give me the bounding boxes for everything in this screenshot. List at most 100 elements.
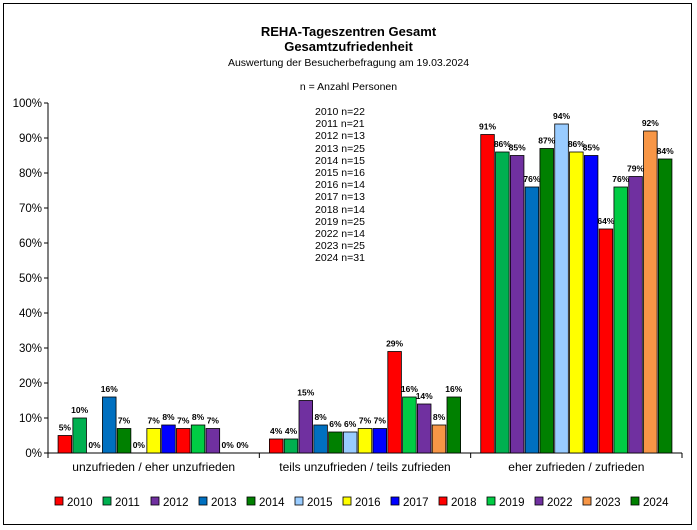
bar	[480, 134, 495, 454]
n-list-item: 2015 n=16	[315, 167, 365, 180]
bar	[357, 428, 373, 454]
y-tick-label: 20%	[19, 378, 42, 390]
bar	[328, 431, 343, 454]
data-label: 7%	[177, 416, 190, 426]
bar	[268, 438, 284, 454]
data-label: 4%	[285, 426, 298, 436]
n-list-item: 2011 n=21	[315, 118, 365, 131]
data-label: 7%	[359, 416, 372, 426]
bar	[283, 438, 299, 454]
n-list-item: 2023 n=25	[315, 240, 365, 253]
data-label: 87%	[538, 136, 555, 146]
legend-label: 2013	[211, 497, 237, 509]
data-label: 16%	[445, 384, 462, 394]
data-label: 64%	[597, 216, 614, 226]
n-list-item: 2012 n=13	[315, 130, 365, 143]
bar	[554, 123, 569, 454]
data-label: 8%	[192, 412, 205, 422]
bar	[524, 186, 540, 454]
data-label: 10%	[71, 405, 88, 415]
bar	[146, 428, 161, 454]
bar	[628, 176, 643, 454]
bar	[72, 417, 87, 454]
data-label: 85%	[509, 143, 526, 153]
y-tick-label: 90%	[19, 133, 42, 145]
data-label: 7%	[118, 416, 131, 426]
legend-label: 2010	[67, 497, 93, 509]
chart-note: Auswertung der Besucherbefragung am 19.0…	[227, 57, 470, 69]
n-list-item: 2019 n=25	[315, 215, 365, 228]
data-label: 16%	[401, 384, 418, 394]
data-label: 0%	[236, 440, 249, 450]
bar	[509, 155, 525, 454]
legend-label: 2024	[643, 497, 669, 509]
bar	[190, 424, 206, 454]
legend-label: 2015	[307, 497, 333, 509]
data-label: 5%	[59, 423, 72, 433]
data-label: 8%	[314, 412, 327, 422]
bar	[431, 424, 447, 454]
bar	[539, 148, 554, 454]
y-tick-label: 60%	[19, 238, 42, 250]
data-label: 8%	[433, 412, 446, 422]
y-tick-label: 50%	[19, 273, 42, 285]
bar	[416, 403, 432, 454]
legend-swatch	[246, 496, 256, 506]
legend-swatch	[342, 496, 352, 506]
data-label: 86%	[568, 139, 585, 149]
n-list-item: 2018 n=14	[315, 203, 365, 216]
legend-swatch	[630, 496, 640, 506]
legend-label: 2016	[355, 497, 381, 509]
bar	[598, 228, 614, 454]
n-list-item: 2024 n=31	[315, 252, 365, 265]
n-list: 2010 n=22 2011 n=21 2012 n=13 2013 n=25 2014…	[290, 106, 390, 265]
data-label: 29%	[386, 339, 403, 349]
legend-swatch	[390, 496, 400, 506]
data-label: 91%	[479, 122, 496, 132]
legend-swatch	[54, 496, 64, 506]
bar	[205, 428, 221, 454]
bar	[116, 428, 132, 454]
data-label: 7%	[207, 416, 220, 426]
legend-label: 2023	[595, 497, 621, 509]
bar	[495, 151, 510, 454]
legend-label: 2018	[451, 497, 477, 509]
data-label: 94%	[553, 111, 570, 121]
n-list-item: 2010 n=22	[315, 106, 365, 118]
n-list-item: 2013 n=25	[315, 142, 365, 155]
bar	[102, 396, 117, 454]
legend-swatch	[534, 496, 544, 506]
n-list-item: 2014 n=15	[315, 154, 365, 167]
data-label: 0%	[133, 440, 146, 450]
bar	[387, 351, 402, 454]
data-label: 79%	[627, 164, 644, 174]
data-label: 8%	[162, 412, 175, 422]
bar	[342, 431, 358, 454]
bar	[583, 155, 599, 454]
chart-title: REHA-Tageszentren Gesamt	[260, 24, 437, 39]
legend-label: 2011	[115, 497, 140, 509]
legend-label: 2017	[403, 497, 429, 509]
category-label: teils unzufrieden / teils zufrieden	[279, 460, 450, 474]
bar	[402, 396, 417, 454]
legend-label: 2022	[547, 497, 573, 509]
n-list-item: 2016 n=14	[315, 179, 365, 192]
legend-swatch	[150, 496, 160, 506]
data-label: 0%	[222, 440, 235, 450]
data-label: 14%	[416, 391, 433, 401]
chart-subtitle: Gesamtzufriedenheit	[284, 39, 413, 54]
category-label: unzufrieden / eher unzufrieden	[72, 460, 235, 474]
data-label: 76%	[523, 174, 540, 184]
data-label: 7%	[374, 416, 387, 426]
y-tick-label: 70%	[19, 203, 42, 215]
n-list-item: 2017 n=13	[315, 191, 365, 204]
bar	[569, 151, 584, 454]
data-label: 6%	[329, 419, 342, 429]
bar	[176, 428, 191, 454]
n-note: n = Anzahl Personen	[299, 81, 398, 93]
n-list-item: 2022 n=14	[315, 228, 365, 241]
data-label: 6%	[344, 419, 357, 429]
y-tick-label: 40%	[19, 308, 42, 320]
legend-swatch	[582, 496, 592, 506]
